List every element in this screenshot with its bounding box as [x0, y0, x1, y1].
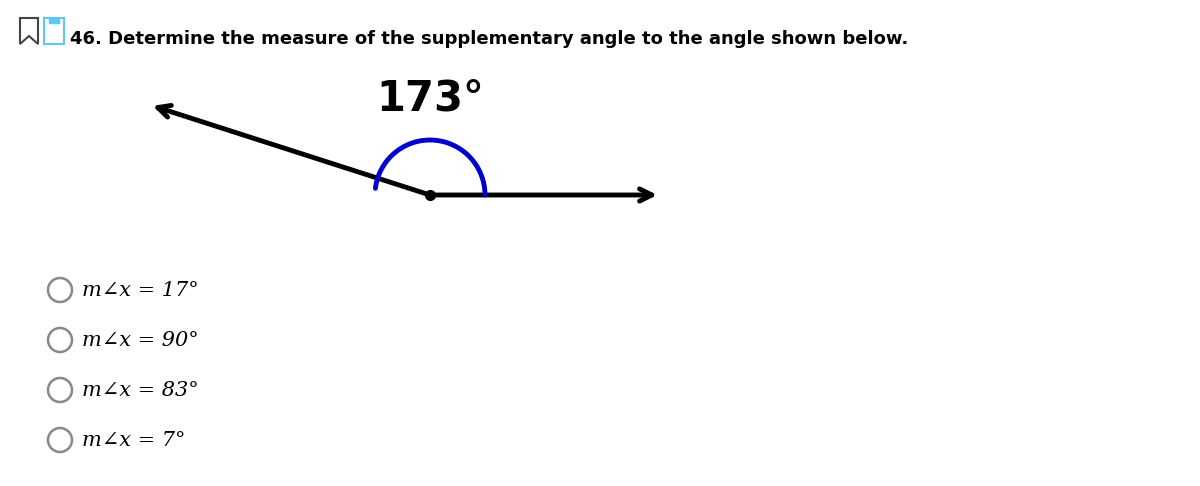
Text: m∠x = 7°: m∠x = 7°: [82, 431, 186, 450]
Polygon shape: [49, 18, 59, 23]
Text: 46. Determine the measure of the supplementary angle to the angle shown below.: 46. Determine the measure of the supplem…: [70, 30, 908, 48]
Text: m∠x = 90°: m∠x = 90°: [82, 330, 199, 349]
Text: m∠x = 83°: m∠x = 83°: [82, 381, 199, 399]
Text: 173°: 173°: [376, 77, 484, 119]
Text: m∠x = 17°: m∠x = 17°: [82, 280, 199, 299]
